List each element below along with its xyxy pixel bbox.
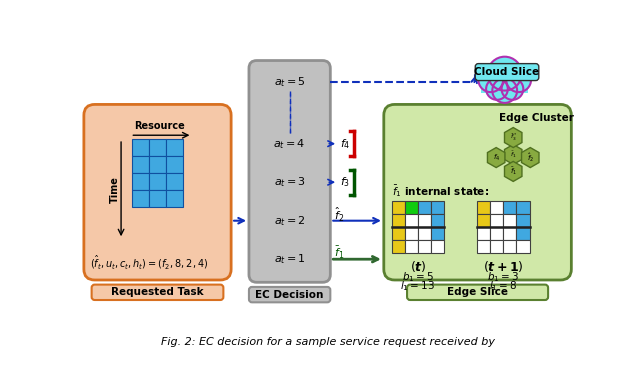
Bar [392, 201, 404, 214]
Circle shape [486, 78, 508, 100]
FancyBboxPatch shape [84, 104, 231, 280]
Text: $\hat{f}_2$: $\hat{f}_2$ [527, 151, 534, 164]
Text: $b_1 = 3$: $b_1 = 3$ [487, 270, 519, 284]
Bar [503, 240, 516, 253]
Text: $\bar{f}_1$ internal state:: $\bar{f}_1$ internal state: [392, 183, 488, 199]
Text: $\bar{f}_1$: $\bar{f}_1$ [510, 149, 516, 159]
Bar [418, 240, 431, 253]
Text: EC Decision: EC Decision [255, 290, 324, 300]
Bar [166, 190, 183, 207]
Bar [481, 77, 528, 93]
Bar [404, 240, 418, 253]
Bar [477, 240, 490, 253]
Bar [149, 173, 166, 190]
FancyBboxPatch shape [92, 285, 223, 300]
Bar [516, 227, 529, 240]
Bar [431, 214, 444, 227]
FancyBboxPatch shape [384, 104, 572, 280]
Text: $\hat{f}_3^*$: $\hat{f}_3^*$ [509, 132, 517, 143]
Polygon shape [504, 128, 522, 147]
Text: $f_4$: $f_4$ [340, 137, 351, 151]
Bar [516, 240, 529, 253]
Polygon shape [488, 147, 505, 168]
Circle shape [506, 67, 531, 92]
Bar [132, 190, 149, 207]
Bar [132, 173, 149, 190]
Polygon shape [504, 161, 522, 181]
Circle shape [478, 67, 503, 92]
Text: Resource: Resource [134, 121, 185, 131]
Bar [431, 201, 444, 214]
Bar [490, 214, 503, 227]
Text: $l_1 = 8$: $l_1 = 8$ [489, 279, 517, 293]
Text: $\hat{f}_2$: $\hat{f}_2$ [334, 205, 344, 224]
Bar [149, 139, 166, 156]
Bar [149, 156, 166, 173]
Text: $(\boldsymbol{t})$: $(\boldsymbol{t})$ [410, 259, 426, 273]
Text: $a_t = 1$: $a_t = 1$ [274, 252, 305, 266]
Polygon shape [522, 147, 539, 168]
Bar [503, 214, 516, 227]
Circle shape [488, 57, 522, 91]
Bar [516, 214, 529, 227]
Text: $a_t = 4$: $a_t = 4$ [273, 137, 306, 151]
Bar [149, 190, 166, 207]
Text: $f_3$: $f_3$ [340, 175, 351, 189]
Circle shape [502, 78, 524, 100]
Bar [132, 156, 149, 173]
Bar [503, 201, 516, 214]
Text: Time: Time [110, 176, 120, 203]
FancyBboxPatch shape [476, 64, 539, 81]
Text: Edge Cluster: Edge Cluster [499, 113, 574, 123]
Bar [166, 139, 183, 156]
Bar [404, 214, 418, 227]
Bar [477, 201, 490, 214]
Text: $a_t = 5$: $a_t = 5$ [274, 75, 305, 89]
FancyBboxPatch shape [249, 287, 330, 302]
Bar [431, 227, 444, 240]
Text: $a_t = 2$: $a_t = 2$ [274, 214, 305, 228]
Bar [490, 227, 503, 240]
Bar [516, 201, 529, 214]
Text: $f_4$: $f_4$ [493, 152, 500, 163]
Bar [392, 214, 404, 227]
Bar [392, 240, 404, 253]
Bar [418, 201, 431, 214]
Bar [166, 173, 183, 190]
Bar [477, 227, 490, 240]
FancyBboxPatch shape [249, 61, 330, 282]
Bar [431, 240, 444, 253]
Text: Requested Task: Requested Task [111, 287, 204, 297]
Text: Fig. 2: EC decision for a sample service request received by: Fig. 2: EC decision for a sample service… [161, 336, 495, 347]
Text: Cloud Slice: Cloud Slice [474, 67, 540, 77]
Text: $\bar{f}_1$: $\bar{f}_1$ [334, 245, 344, 261]
Polygon shape [504, 144, 522, 165]
Circle shape [492, 78, 517, 103]
Bar [418, 214, 431, 227]
Text: $a_t = 3$: $a_t = 3$ [274, 175, 306, 189]
Bar [490, 240, 503, 253]
Text: $(\boldsymbol{t+1})$: $(\boldsymbol{t+1})$ [483, 259, 524, 273]
Text: $b_1 = 5$: $b_1 = 5$ [402, 270, 434, 284]
Bar [132, 139, 149, 156]
FancyBboxPatch shape [407, 285, 548, 300]
Bar [503, 227, 516, 240]
Bar [418, 227, 431, 240]
Bar [392, 227, 404, 240]
Bar [477, 214, 490, 227]
Bar [404, 227, 418, 240]
Text: $\bar{f}_1$: $\bar{f}_1$ [509, 166, 517, 177]
Text: $l_1 = 13$: $l_1 = 13$ [401, 279, 435, 293]
Bar [166, 156, 183, 173]
Text: $(\hat{f}_t, u_t, c_t, h_t) = (f_2, 8, 2, 4)$: $(\hat{f}_t, u_t, c_t, h_t) = (f_2, 8, 2… [90, 253, 208, 271]
Bar [404, 201, 418, 214]
Text: Edge Slice: Edge Slice [447, 287, 508, 297]
Bar [490, 201, 503, 214]
